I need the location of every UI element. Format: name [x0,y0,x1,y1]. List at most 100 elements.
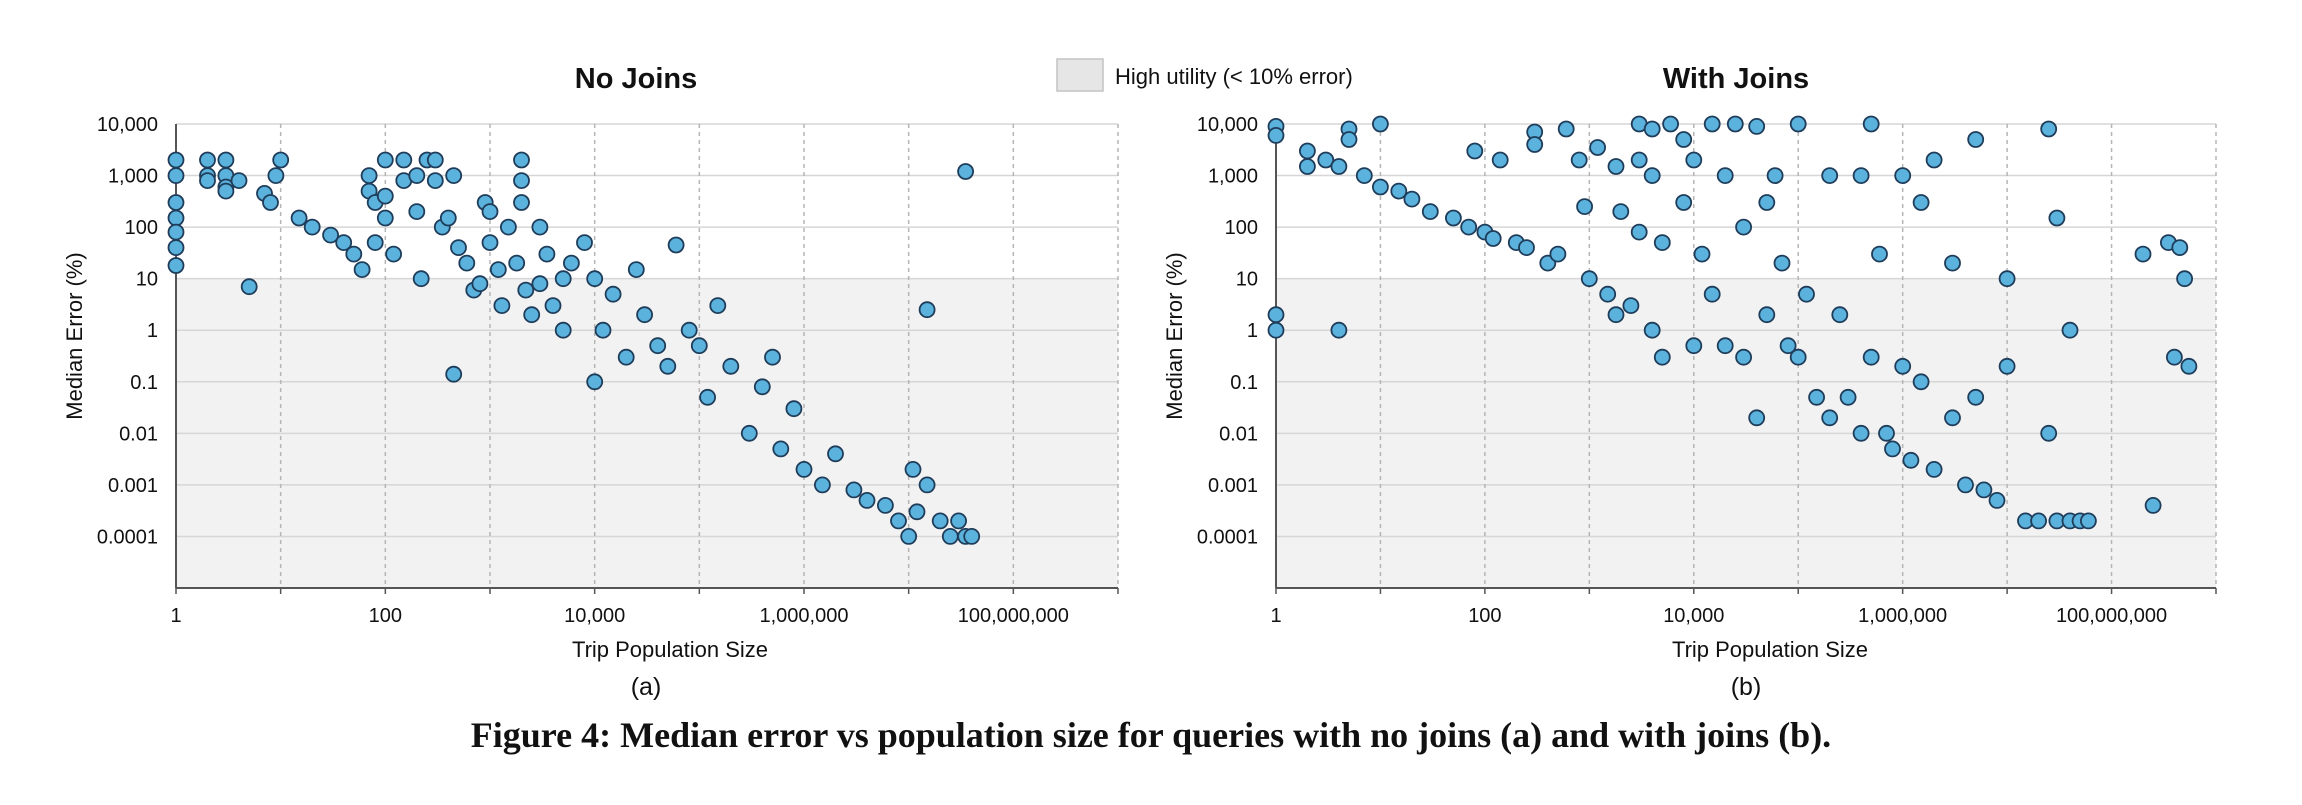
data-point [2061,321,2079,339]
legend-swatch [1056,58,1104,92]
data-point [538,245,556,263]
data-point [1653,348,1671,366]
data-point [1766,167,1784,185]
data-point [523,306,541,324]
data-point [1862,348,1880,366]
data-point [1330,158,1348,175]
data-point [2040,120,2058,138]
data-point [1967,388,1985,406]
data-point [1267,126,1285,144]
x-tick-label: 1 [1270,605,1281,627]
data-point [772,440,790,458]
y-tick-label: 10,000 [1197,114,1258,136]
x-tick-label: 100,000,000 [2056,605,2167,627]
y-tick-label: 0.01 [119,423,158,445]
data-point [489,261,507,279]
data-point [1998,357,2016,375]
data-point [1925,460,1943,478]
data-point [1852,167,1870,185]
data-point [627,261,645,279]
data-point [941,528,959,545]
data-point [1675,194,1693,211]
data-point [1852,424,1870,442]
data-point [1390,182,1408,200]
data-point [1944,409,1961,427]
data-point [1716,167,1734,185]
data-point [1773,254,1791,272]
data-point [385,245,403,263]
data-point [1862,115,1880,133]
x-axis-label: Trip Population Size [572,637,768,662]
y-tick-label: 0.001 [1208,475,1258,497]
data-point [1643,167,1661,185]
data-point [604,285,622,303]
data-point [353,261,371,279]
scatter-points [167,151,981,545]
y-axis-label: Median Error (%) [1162,252,1187,419]
data-point [272,151,290,169]
y-tick-label: 1,000 [1208,166,1258,188]
data-point [1630,151,1648,169]
y-tick-label: 10 [1236,269,1258,291]
data-point [1967,131,1985,148]
data-point [1726,115,1744,133]
data-point [1884,440,1901,458]
data-point [376,151,394,169]
data-point [408,167,426,185]
data-point [395,151,413,169]
data-point [659,357,677,375]
subfigure-label: (b) [1731,673,1762,701]
data-point [1557,120,1575,138]
data-point [918,476,936,494]
data-point [1607,158,1625,175]
data-point [1831,306,1849,324]
data-point [2165,348,2183,366]
data-point [1703,285,1721,303]
data-point [517,281,535,299]
data-point [1821,409,1839,427]
data-point [513,172,530,190]
data-point [722,357,740,375]
y-tick-label: 0.01 [1219,423,1258,445]
data-point [1612,203,1630,221]
data-point [376,187,394,205]
data-point [1589,139,1606,156]
data-point [1798,285,1815,303]
data-point [439,209,457,227]
data-point [167,257,185,274]
data-point [963,528,981,545]
data-point [2180,357,2198,375]
data-point [1267,321,1285,339]
data-point [1460,218,1478,236]
data-point [262,194,279,211]
data-point [167,223,185,241]
data-point [1340,131,1358,148]
y-tick-label: 10,000 [97,114,158,136]
data-point [499,218,517,236]
data-point [845,481,863,499]
data-point [1821,167,1839,185]
data-point [1789,348,1807,366]
data-point [366,234,384,252]
data-point [445,365,463,383]
data-point [1299,142,1316,160]
data-point [1675,131,1693,148]
data-point [1685,151,1703,169]
data-point [617,348,635,366]
data-point [1330,321,1348,339]
data-point [2030,512,2047,530]
data-point [904,460,922,478]
data-point [167,209,185,227]
data-point [636,306,653,324]
data-point [667,236,685,254]
chart-title: With Joins [1663,63,1809,95]
data-point [376,209,394,227]
y-tick-label: 0.0001 [1197,526,1258,548]
data-point [531,275,549,293]
data-point [335,234,353,252]
data-point [2176,270,2194,288]
data-point [1653,234,1671,252]
data-point [1576,198,1593,216]
x-tick-label: 100 [1468,605,1501,627]
